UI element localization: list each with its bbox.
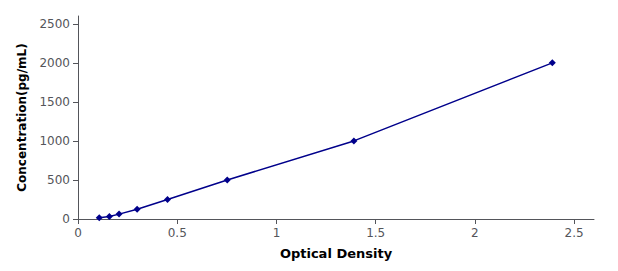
svg-text:2000: 2000 <box>39 56 70 70</box>
svg-text:2.5: 2.5 <box>565 226 584 240</box>
svg-text:0: 0 <box>74 226 82 240</box>
svg-text:1000: 1000 <box>39 134 70 148</box>
svg-text:Optical Density: Optical Density <box>280 246 393 261</box>
svg-text:1500: 1500 <box>39 95 70 109</box>
svg-text:Concentration(pg/mL): Concentration(pg/mL) <box>15 43 29 191</box>
svg-text:500: 500 <box>47 173 70 187</box>
svg-text:2500: 2500 <box>39 17 70 31</box>
svg-text:1: 1 <box>273 226 281 240</box>
svg-text:0: 0 <box>62 212 70 226</box>
svg-text:2: 2 <box>471 226 479 240</box>
svg-text:1.5: 1.5 <box>366 226 385 240</box>
svg-text:0.5: 0.5 <box>168 226 187 240</box>
